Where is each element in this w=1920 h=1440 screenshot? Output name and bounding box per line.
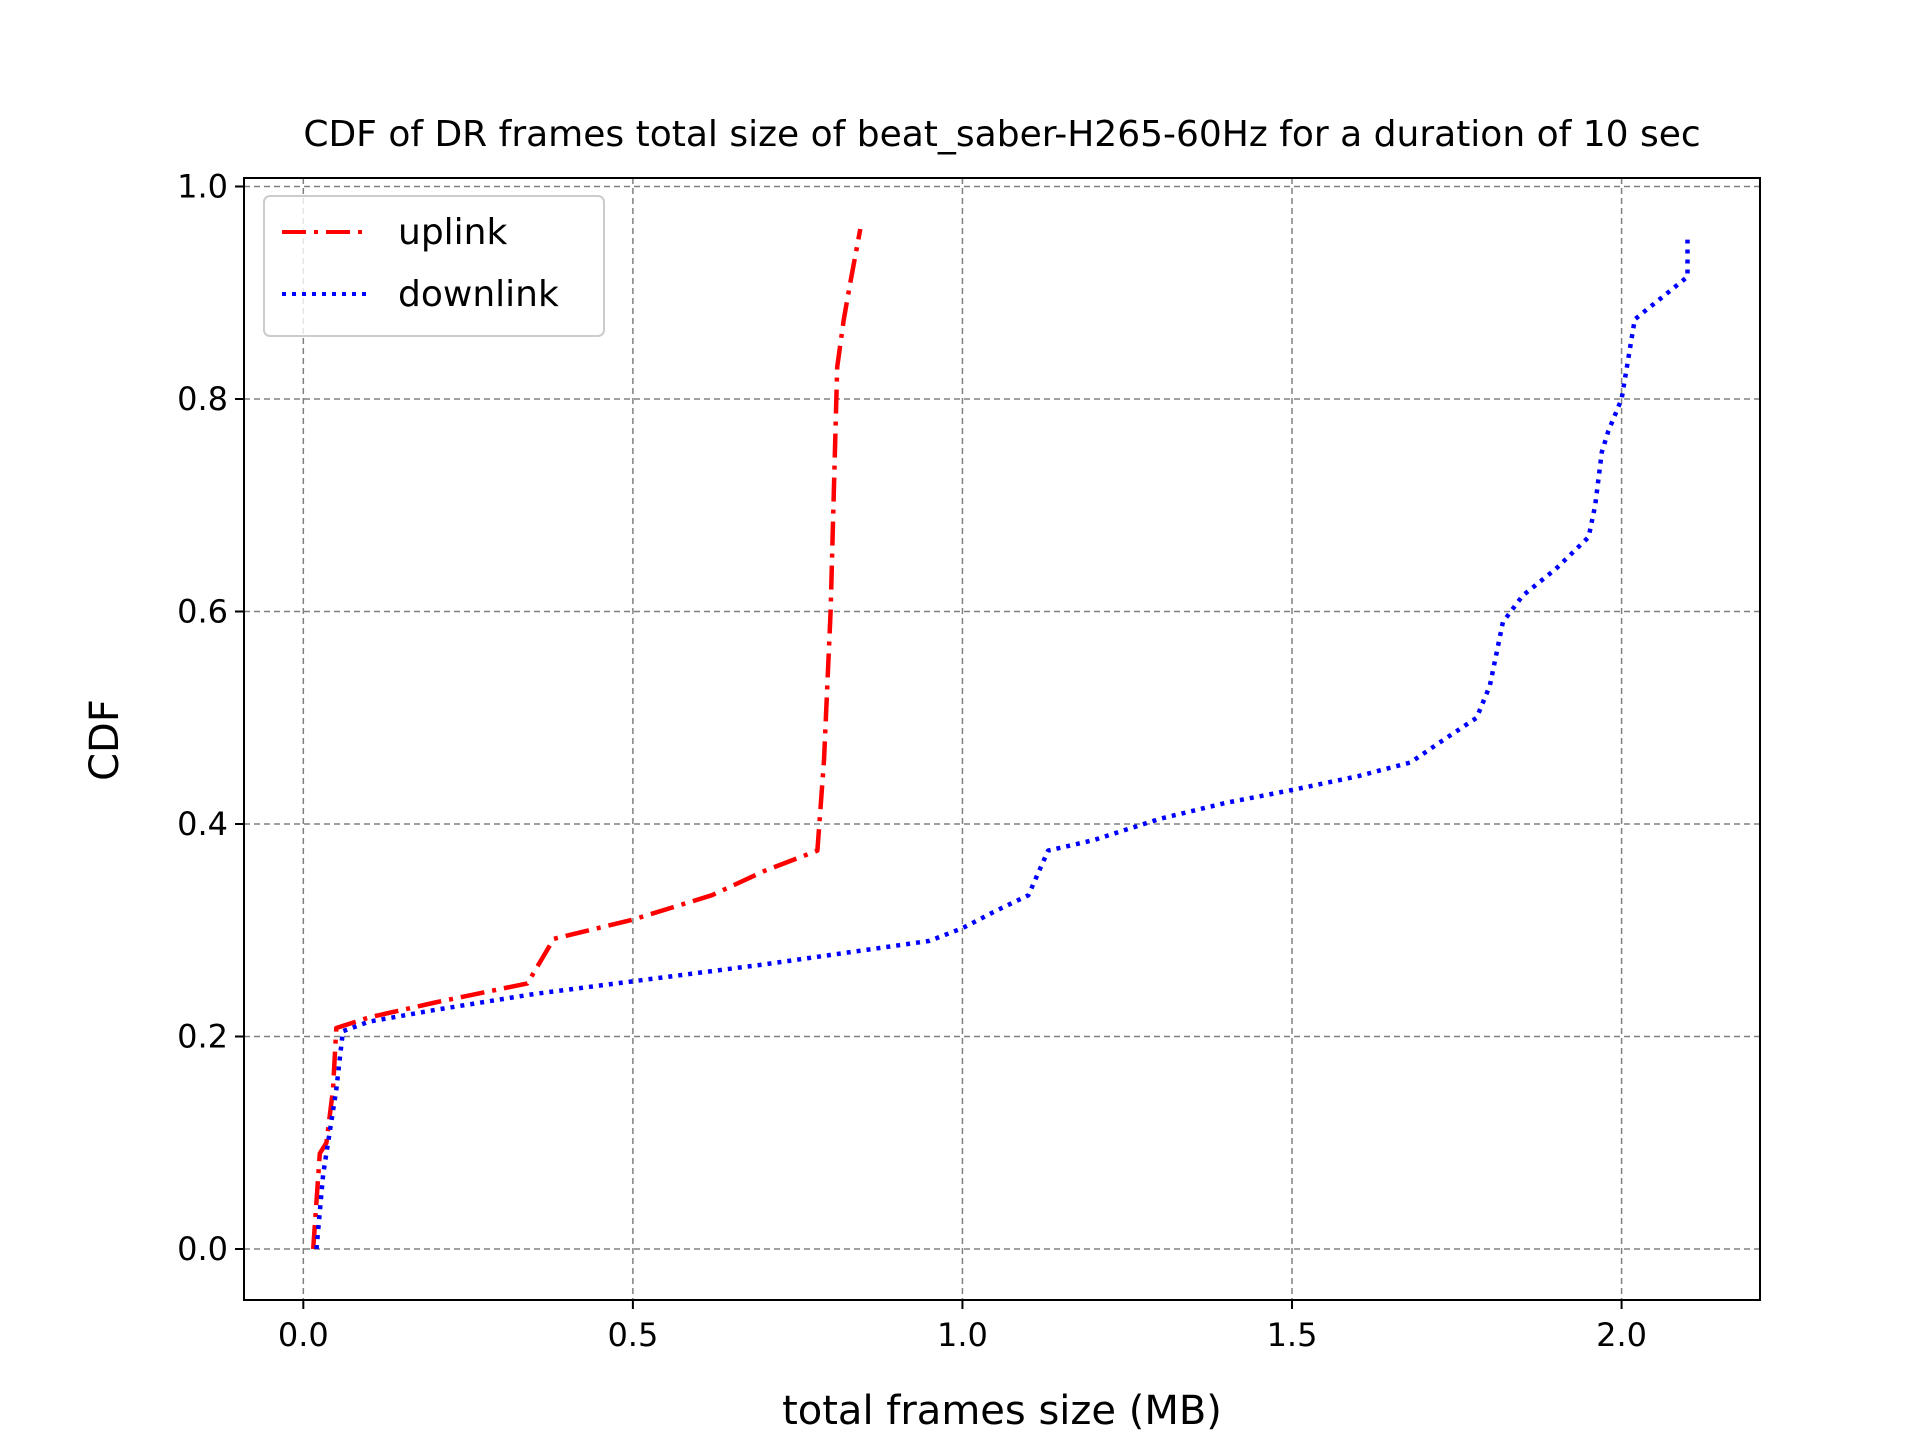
x-tick-label: 1.5	[1267, 1316, 1318, 1354]
grid	[244, 178, 1760, 1300]
y-axis: 0.0 0.2 0.4 0.6 0.8 1.0	[177, 168, 244, 1268]
x-tick-label: 0.0	[278, 1316, 329, 1354]
x-tick-label: 0.5	[607, 1316, 658, 1354]
y-tick-label: 1.0	[177, 168, 228, 206]
y-tick-label: 0.2	[177, 1018, 228, 1056]
legend: uplink downlink	[263, 195, 605, 337]
x-tick-label: 1.0	[937, 1316, 988, 1354]
series-layer	[310, 228, 1690, 1250]
x-axis: 0.0 0.5 1.0 1.5 2.0	[278, 1300, 1647, 1354]
legend-downlink-label: downlink	[398, 274, 559, 315]
x-tick-label: 2.0	[1596, 1316, 1647, 1354]
x-axis-label: total frames size (MB)	[782, 1388, 1222, 1434]
y-tick-label: 0.4	[177, 805, 228, 843]
series-uplink-line	[310, 228, 863, 1250]
y-axis-label: CDF	[82, 699, 128, 781]
plot-frame	[243, 177, 1761, 1301]
y-tick-label: 0.8	[177, 380, 228, 418]
y-tick-label: 0.6	[177, 593, 228, 631]
chart-title: CDF of DR frames total size of beat_sabe…	[303, 114, 1700, 155]
series-downlink-line	[314, 239, 1690, 1250]
y-tick-label: 0.0	[177, 1230, 228, 1268]
legend-uplink-label: uplink	[398, 212, 507, 253]
